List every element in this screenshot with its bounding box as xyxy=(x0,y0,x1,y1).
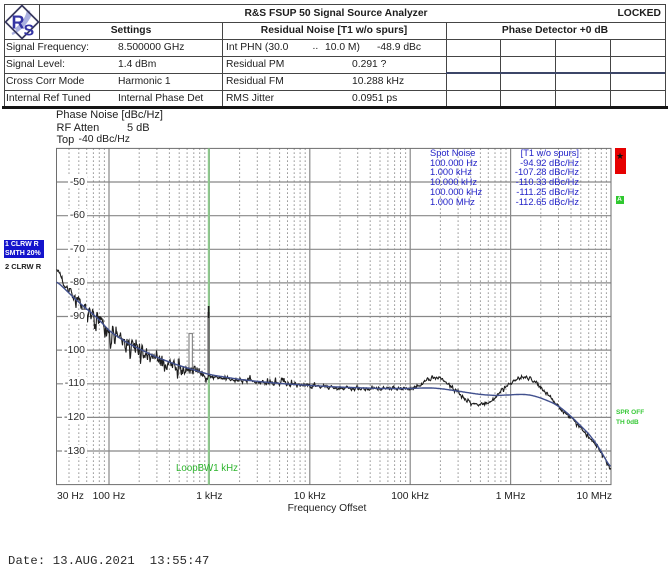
svg-text:R: R xyxy=(12,13,25,33)
svg-text:S: S xyxy=(24,23,35,40)
